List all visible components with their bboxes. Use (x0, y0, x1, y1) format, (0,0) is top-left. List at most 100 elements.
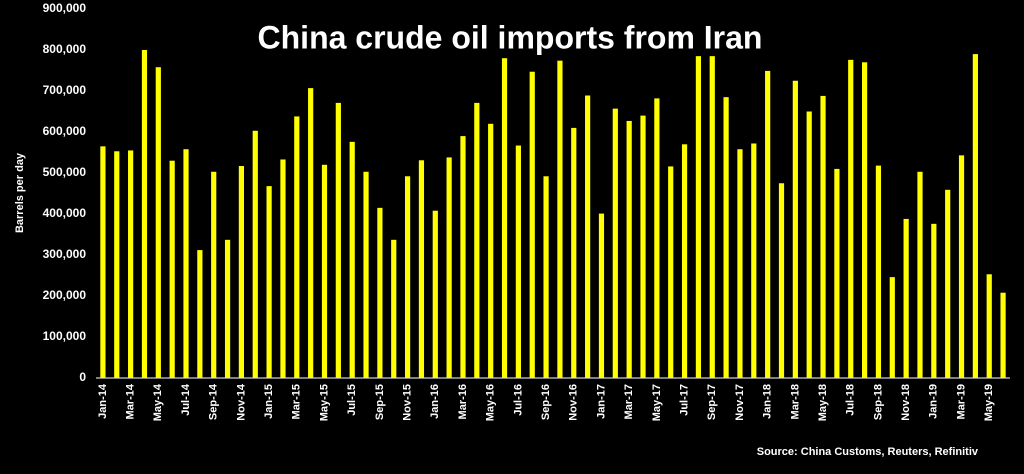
y-axis-label: Barrels per day (14, 152, 26, 233)
bar (695, 56, 702, 379)
bar (183, 149, 189, 378)
bar (585, 95, 591, 378)
bar (474, 102, 480, 378)
bar (1000, 292, 1006, 378)
bar (848, 59, 854, 379)
bar (640, 115, 646, 378)
bar (488, 123, 494, 378)
bar (155, 67, 161, 378)
bar (418, 160, 425, 378)
bar (571, 127, 577, 379)
bar (308, 88, 314, 378)
bar (612, 108, 618, 378)
bar (889, 277, 895, 378)
y-tick-label: 300,000 (43, 247, 87, 261)
bar (709, 56, 715, 379)
x-tick-label: May-19 (983, 384, 995, 421)
bar (377, 207, 383, 378)
bar (391, 239, 397, 378)
bar (529, 71, 535, 378)
x-tick-label: Sep-14 (208, 383, 220, 420)
bar (128, 150, 134, 378)
x-tick-label: Nov-17 (734, 384, 746, 421)
bar (169, 160, 175, 378)
x-tick-label: Jan-18 (762, 384, 774, 419)
x-tick-label: Mar-14 (125, 383, 137, 419)
bar (515, 145, 521, 378)
bar (252, 130, 258, 378)
bar (931, 223, 937, 378)
bar (778, 183, 785, 378)
y-tick-label: 800,000 (43, 42, 87, 56)
x-tick-label: Nov-18 (900, 384, 912, 421)
bar (861, 62, 868, 379)
bar (501, 58, 508, 378)
bar (765, 70, 771, 378)
x-tick-label: Mar-18 (789, 384, 801, 419)
x-tick-label: Sep-15 (374, 384, 386, 420)
bar (792, 80, 798, 378)
bar (598, 213, 605, 378)
bar (446, 157, 452, 378)
x-tick-label: Jan-19 (928, 384, 940, 419)
bar (917, 171, 923, 378)
x-tick-label: Jul-17 (678, 384, 690, 416)
x-tick-label: Jan-17 (595, 384, 607, 419)
bar (432, 210, 438, 378)
bar (294, 116, 300, 379)
x-tick-label: Sep-18 (872, 384, 884, 420)
x-tick-label: Mar-17 (623, 384, 635, 419)
bar (460, 136, 466, 378)
x-tick-label: May-18 (817, 384, 829, 421)
bar (875, 165, 882, 378)
y-tick-label: 0 (79, 370, 86, 384)
bar (723, 97, 729, 379)
bar (197, 250, 203, 378)
x-tick-label: Mar-19 (955, 384, 967, 419)
bar (224, 239, 231, 378)
x-tick-label: May-15 (318, 384, 330, 421)
bar (751, 143, 757, 378)
x-tick-label: May-16 (485, 384, 497, 421)
bar (945, 189, 951, 378)
bar (100, 146, 106, 378)
x-tick-label: Jan-14 (97, 383, 109, 419)
bar (557, 60, 563, 378)
x-tick-label: Jul-14 (180, 383, 192, 416)
bar (668, 166, 674, 378)
x-tick-label: May-17 (651, 384, 663, 421)
x-tick-label: Sep-17 (706, 384, 718, 420)
x-tick-label: Mar-15 (291, 384, 303, 419)
x-tick-label: Jul-15 (346, 384, 358, 416)
x-tick-label: Nov-16 (568, 384, 580, 421)
x-tick-label: Jul-18 (845, 384, 857, 416)
x-tick-label: May-14 (152, 383, 164, 421)
bar (266, 186, 272, 378)
bar (238, 166, 245, 378)
bar (280, 159, 286, 378)
chart-title: China crude oil imports from Iran (258, 19, 763, 55)
bar (211, 171, 217, 378)
bar (737, 149, 743, 378)
bar (834, 168, 840, 378)
y-tick-label: 200,000 (43, 288, 87, 302)
bar (335, 102, 341, 378)
x-tick-label: Jul-16 (512, 384, 524, 416)
y-tick-label: 100,000 (43, 329, 87, 343)
bar (404, 176, 411, 378)
x-tick-label: Mar-16 (457, 384, 469, 419)
bar (321, 164, 328, 378)
bar (543, 176, 549, 378)
bar (349, 141, 355, 378)
bar (806, 111, 812, 378)
bar (363, 171, 369, 378)
y-tick-label: 500,000 (43, 165, 87, 179)
source-note: Source: China Customs, Reuters, Refiniti… (757, 446, 979, 458)
x-tick-label: Jan-16 (429, 384, 441, 419)
x-tick-label: Nov-14 (235, 383, 247, 421)
bar (654, 98, 660, 378)
y-tick-label: 400,000 (43, 206, 87, 220)
bar (972, 54, 978, 378)
